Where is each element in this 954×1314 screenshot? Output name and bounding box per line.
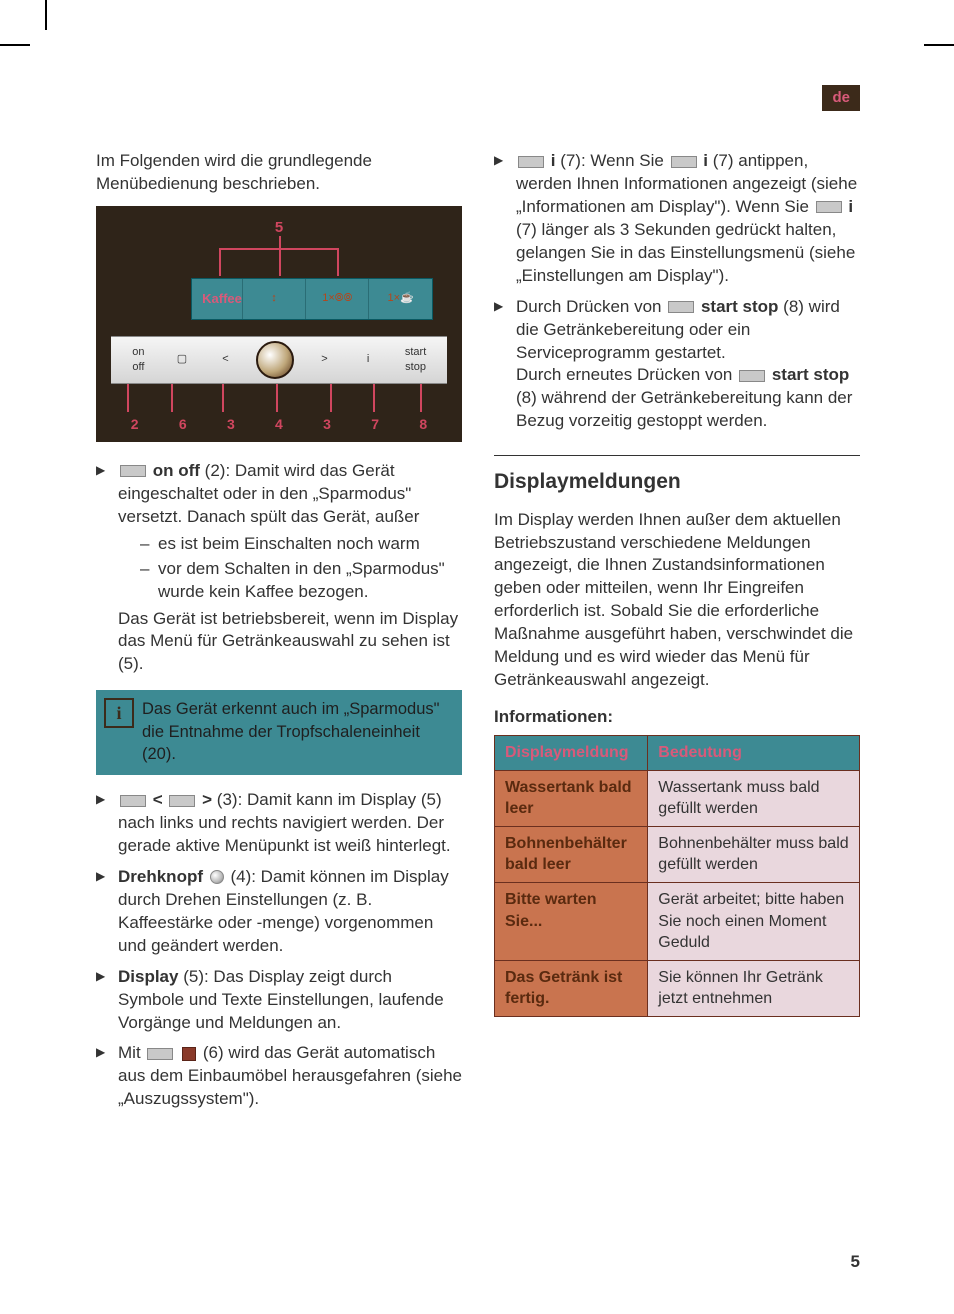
button-icon	[169, 795, 195, 807]
i-label3: i	[848, 197, 853, 216]
diagram-leader-lines-top	[204, 236, 354, 276]
button-icon	[816, 201, 842, 213]
left-column: Im Folgenden wird die grundlegende Menüb…	[96, 150, 462, 1119]
cell-mean: Bohnenbehälter muss bald gefüllt werden	[648, 826, 860, 882]
nav-text: (3): Damit kann im Display (5) nach link…	[118, 790, 451, 855]
bullet-nav: < > (3): Damit kann im Display (5) nach …	[96, 789, 462, 858]
cell-mean: Wassertank muss bald gefüllt werden	[648, 770, 860, 826]
info-callout-box: i Das Gerät erkennt auch im „Sparmodus" …	[96, 690, 462, 775]
table-row: Das Getränk ist fertig. Sie können Ihr G…	[495, 960, 860, 1016]
onoff-label: on off	[153, 461, 200, 480]
button-icon	[671, 156, 697, 168]
cell-mean: Sie können Ihr Getränk jetzt entnehmen	[648, 960, 860, 1016]
bullet-mit: Mit (6) wird das Gerät automatisch aus d…	[96, 1042, 462, 1111]
language-badge: de	[822, 85, 860, 111]
diagram-display-screen: Kaffee ↕ 1× ⦾⦾ 1× ☕	[191, 278, 433, 320]
bullet-list-right: i (7): Wenn Sie i (7) antippen, werden I…	[494, 150, 860, 433]
ss-pre: Durch Drücken von	[516, 297, 666, 316]
cell-msg: Wassertank bald leer	[495, 770, 648, 826]
info-icon-wrap: i	[96, 690, 142, 775]
diagram-bottom-callouts: 2 6 3 4 3 7 8	[111, 415, 448, 434]
panel-btn-right: >	[312, 352, 338, 367]
right-column: i (7): Wenn Sie i (7) antippen, werden I…	[494, 150, 860, 1119]
info-table: Displaymeldung Bedeutung Wassertank bald…	[494, 735, 860, 1017]
i-lead: (7): Wenn Sie	[555, 151, 668, 170]
button-icon	[147, 1048, 173, 1060]
dash-item: vor dem Schalten in den „Sparmodus" wurd…	[140, 558, 462, 604]
cell-msg: Bitte warten Sie...	[495, 883, 648, 961]
cell-msg: Das Getränk ist fertig.	[495, 960, 648, 1016]
table-heading: Informationen:	[494, 706, 860, 729]
diagram-screen-label: Kaffee	[202, 290, 242, 308]
page-content: Im Folgenden wird die grundlegende Menüb…	[96, 150, 860, 1119]
crop-mark	[0, 44, 30, 46]
ss-label2: start stop	[772, 365, 849, 384]
section-body: Im Display werden Ihnen außer dem aktuel…	[494, 509, 860, 693]
diagram-screen-seg: ↕	[242, 279, 305, 319]
panel-btn-info: i	[355, 352, 381, 367]
table-row: Bohnenbehälter bald leer Bohnenbehälter …	[495, 826, 860, 882]
door-icon	[182, 1047, 196, 1061]
bullet-startstop: Durch Drücken von start stop (8) wird di…	[494, 296, 860, 434]
ss-pre2: Durch erneutes Drücken von	[516, 365, 737, 384]
button-icon	[120, 465, 146, 477]
button-icon	[120, 795, 146, 807]
page-number: 5	[851, 1251, 860, 1274]
cell-mean: Gerät arbeitet; bitte haben Sie noch ein…	[648, 883, 860, 961]
bullet-list-left-1: on off (2): Damit wird das Gerät eingesc…	[96, 460, 462, 676]
table-header-row: Displaymeldung Bedeutung	[495, 736, 860, 771]
panel-btn-onoff: on off	[125, 345, 151, 375]
mit-pre: Mit	[118, 1043, 145, 1062]
bullet-list-left-2: < > (3): Damit kann im Display (5) nach …	[96, 789, 462, 1111]
crop-mark	[924, 44, 954, 46]
button-icon	[739, 370, 765, 382]
panel-btn-left: <	[212, 352, 238, 367]
panel-btn-startstop: start stop	[399, 345, 433, 375]
diagram-button-panel: on off ▢ < > i start stop	[111, 336, 448, 384]
diagram-screen-seg: 1× ☕	[368, 279, 431, 319]
info-icon: i	[104, 698, 134, 728]
dreh-label: Drehknopf	[118, 867, 203, 886]
cell-msg: Bohnenbehälter bald leer	[495, 826, 648, 882]
bullet-drehknopf: Drehknopf (4): Damit können im Display d…	[96, 866, 462, 958]
display-label: Display	[118, 967, 178, 986]
intro-text: Im Folgenden wird die grundlegende Menüb…	[96, 150, 462, 196]
dash-list: es ist beim Einschalten noch warm vor de…	[140, 533, 462, 604]
panel-knob	[256, 341, 294, 379]
control-panel-diagram: 5 Kaffee ↕ 1× ⦾⦾ 1× ☕ on off ▢ < > i	[96, 206, 462, 442]
bullet-i: i (7): Wenn Sie i (7) antippen, werden I…	[494, 150, 860, 288]
crop-mark	[45, 0, 47, 30]
dial-icon	[210, 870, 224, 884]
diagram-screen-seg: 1× ⦾⦾	[305, 279, 368, 319]
ss-tail: (8) während der Getränkebereitung kann d…	[516, 388, 852, 430]
button-icon	[518, 156, 544, 168]
bullet-onoff: on off (2): Damit wird das Gerät eingesc…	[96, 460, 462, 676]
section-rule	[494, 455, 860, 456]
ss-label: start stop	[701, 297, 778, 316]
table-row: Wassertank bald leer Wassertank muss bal…	[495, 770, 860, 826]
th-displaymeldung: Displaymeldung	[495, 736, 648, 771]
th-bedeutung: Bedeutung	[648, 736, 860, 771]
section-heading: Displaymeldungen	[494, 468, 860, 496]
dash-item: es ist beim Einschalten noch warm	[140, 533, 462, 556]
onoff-after: Das Gerät ist betriebsbereit, wenn im Di…	[118, 609, 458, 674]
bullet-display: Display (5): Das Display zeigt durch Sym…	[96, 966, 462, 1035]
i-tail: (7) länger als 3 Sekunden gedrückt halte…	[516, 220, 855, 285]
table-row: Bitte warten Sie... Gerät arbeitet; bitt…	[495, 883, 860, 961]
button-icon	[668, 301, 694, 313]
panel-btn-door: ▢	[169, 352, 195, 367]
info-box-text: Das Gerät erkennt auch im „Sparmodus" di…	[142, 690, 462, 775]
